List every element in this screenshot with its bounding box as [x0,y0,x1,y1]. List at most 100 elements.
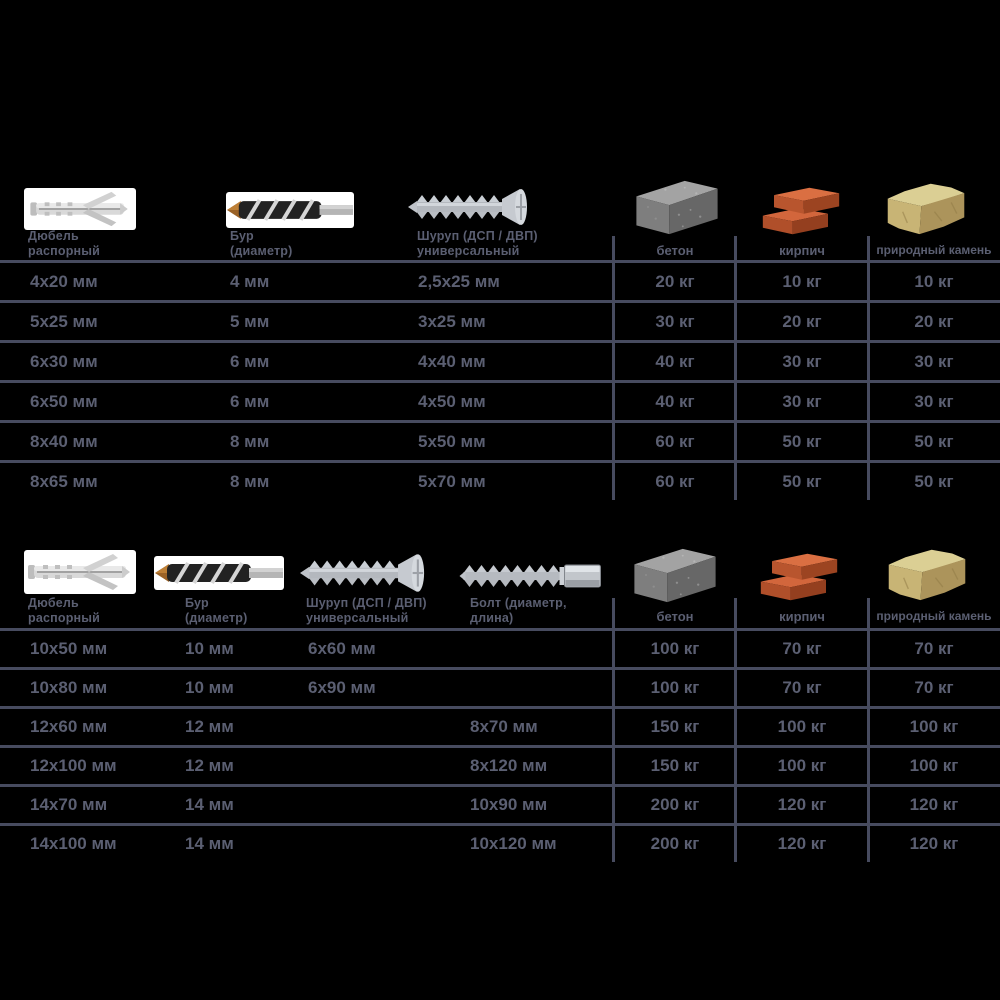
row-separator-line [0,340,1000,343]
cell-stone-load: 10 кг [914,271,954,291]
cell-stone-load: 30 кг [914,351,954,371]
cell-dowel-size: 6x30 мм [30,351,98,371]
cell-screw-size: 4x40 мм [418,351,486,371]
cell-drill-diameter: 5 мм [230,311,270,331]
cell-brick-load: 30 кг [782,391,822,411]
column-label-stone: природный камень [876,609,992,623]
cell-concrete-load: 20 кг [655,271,695,291]
dowel-icon [24,188,136,230]
cell-drill-diameter: 4 мм [230,271,270,291]
cell-brick-load: 10 кг [782,271,822,291]
cell-concrete-load: 150 кг [650,756,700,775]
row-separator-line [0,706,1000,709]
cell-dowel-size: 4x20 мм [30,271,98,291]
drill-icon [154,556,284,590]
column-label-drill: Бур (диаметр) [185,596,248,625]
cell-drill-diameter: 8 мм [230,471,270,491]
cell-screw-size [308,709,453,745]
universal-screw-photo [408,186,548,228]
cell-concrete-load: 60 кг [655,471,695,491]
table-row: 6x30 мм 6 мм 4x40 мм 40 кг 30 кг 30 кг [0,343,1000,380]
cell-brick-load: 20 кг [782,311,822,331]
cell-dowel-size: 10x50 мм [30,639,108,658]
cell-brick-load: 50 кг [782,471,822,491]
cell-brick-load: 30 кг [782,351,822,371]
column-separator-line [612,236,615,500]
cell-brick-load: 120 кг [777,834,827,853]
table-row: 8x40 мм 8 мм 5x50 мм 60 кг 50 кг 50 кг [0,423,1000,460]
column-label-dowel: Дюбель распорный [28,229,101,258]
column-label-screw: Шуруп (ДСП / ДВП) универсальный [417,229,538,258]
cell-stone-load: 30 кг [914,391,954,411]
brick-photo [756,550,842,604]
brick-photo [760,184,842,238]
table-row: 6x50 мм 6 мм 4x50 мм 40 кг 30 кг 30 кг [0,383,1000,420]
concrete-block-photo [634,546,716,604]
column-label-brick: кирпич [779,243,825,258]
cell-brick-load: 50 кг [782,431,822,451]
cell-bolt-size [470,631,610,667]
column-label-bolt: Болт (диаметр, длина) [470,596,567,625]
column-label-concrete: бетон [656,243,694,258]
column-separator-line [867,236,870,500]
cell-screw-size: 6x90 мм [308,678,376,697]
cell-dowel-size: 5x25 мм [30,311,98,331]
cell-concrete-load: 30 кг [655,311,695,331]
cell-stone-load: 50 кг [914,471,954,491]
screw-icon [408,186,548,228]
column-label-brick: кирпич [779,609,825,624]
table-row: 10x80 мм 10 мм 6x90 мм 100 кг 70 кг 70 кг [0,670,1000,706]
cell-screw-size [308,826,453,862]
cell-drill-diameter: 14 мм [185,834,234,853]
cell-drill-diameter: 14 мм [185,795,234,814]
stone-icon [884,180,968,236]
cell-dowel-size: 14x70 мм [30,795,108,814]
cell-bolt-size: 8x70 мм [470,717,538,736]
hex-bolt-photo [458,558,606,594]
cell-brick-load: 100 кг [777,717,827,736]
column-separator-line [612,598,615,862]
cell-drill-diameter: 12 мм [185,717,234,736]
cell-stone-load: 100 кг [909,756,959,775]
cell-stone-load: 50 кг [914,431,954,451]
cell-screw-size: 4x50 мм [418,391,486,411]
row-separator-line [0,784,1000,787]
row-separator-line [0,667,1000,670]
table-row: 14x70 мм 14 мм 10x90 мм 200 кг 120 кг 120 кг [0,787,1000,823]
cell-drill-diameter: 12 мм [185,756,234,775]
expansion-dowel-photo [24,550,136,594]
dowel-icon [24,550,136,594]
cell-stone-load: 120 кг [909,795,959,814]
header-separator-line [0,260,1000,263]
cell-dowel-size: 10x80 мм [30,678,108,697]
cell-stone-load: 70 кг [914,639,954,658]
column-label-screw: Шуруп (ДСП / ДВП) универсальный [306,596,427,625]
header-separator-line [0,628,1000,631]
cell-screw-size [308,748,453,784]
cell-drill-diameter: 8 мм [230,431,270,451]
bricks-icon [760,184,842,238]
cell-dowel-size: 8x65 мм [30,471,98,491]
cell-concrete-load: 100 кг [650,678,700,697]
cell-screw-size: 5x50 мм [418,431,486,451]
column-separator-line [734,598,737,862]
cell-concrete-load: 200 кг [650,834,700,853]
table-row: 5x25 мм 5 мм 3x25 мм 30 кг 20 кг 20 кг [0,303,1000,340]
natural-stone-photo [884,546,970,602]
cell-drill-diameter: 6 мм [230,391,270,411]
cell-dowel-size: 6x50 мм [30,391,98,411]
cell-concrete-load: 40 кг [655,391,695,411]
natural-stone-photo [884,180,968,236]
drill-bit-photo [226,192,354,228]
cell-screw-size: 6x60 мм [308,639,376,658]
screw-icon [300,552,446,594]
cell-bolt-size: 8x120 мм [470,756,548,775]
column-label-stone: природный камень [876,243,992,257]
column-label-dowel: Дюбель распорный [28,596,101,625]
cell-brick-load: 100 кг [777,756,827,775]
row-separator-line [0,823,1000,826]
row-separator-line [0,460,1000,463]
cell-concrete-load: 60 кг [655,431,695,451]
bricks-icon [756,550,842,604]
